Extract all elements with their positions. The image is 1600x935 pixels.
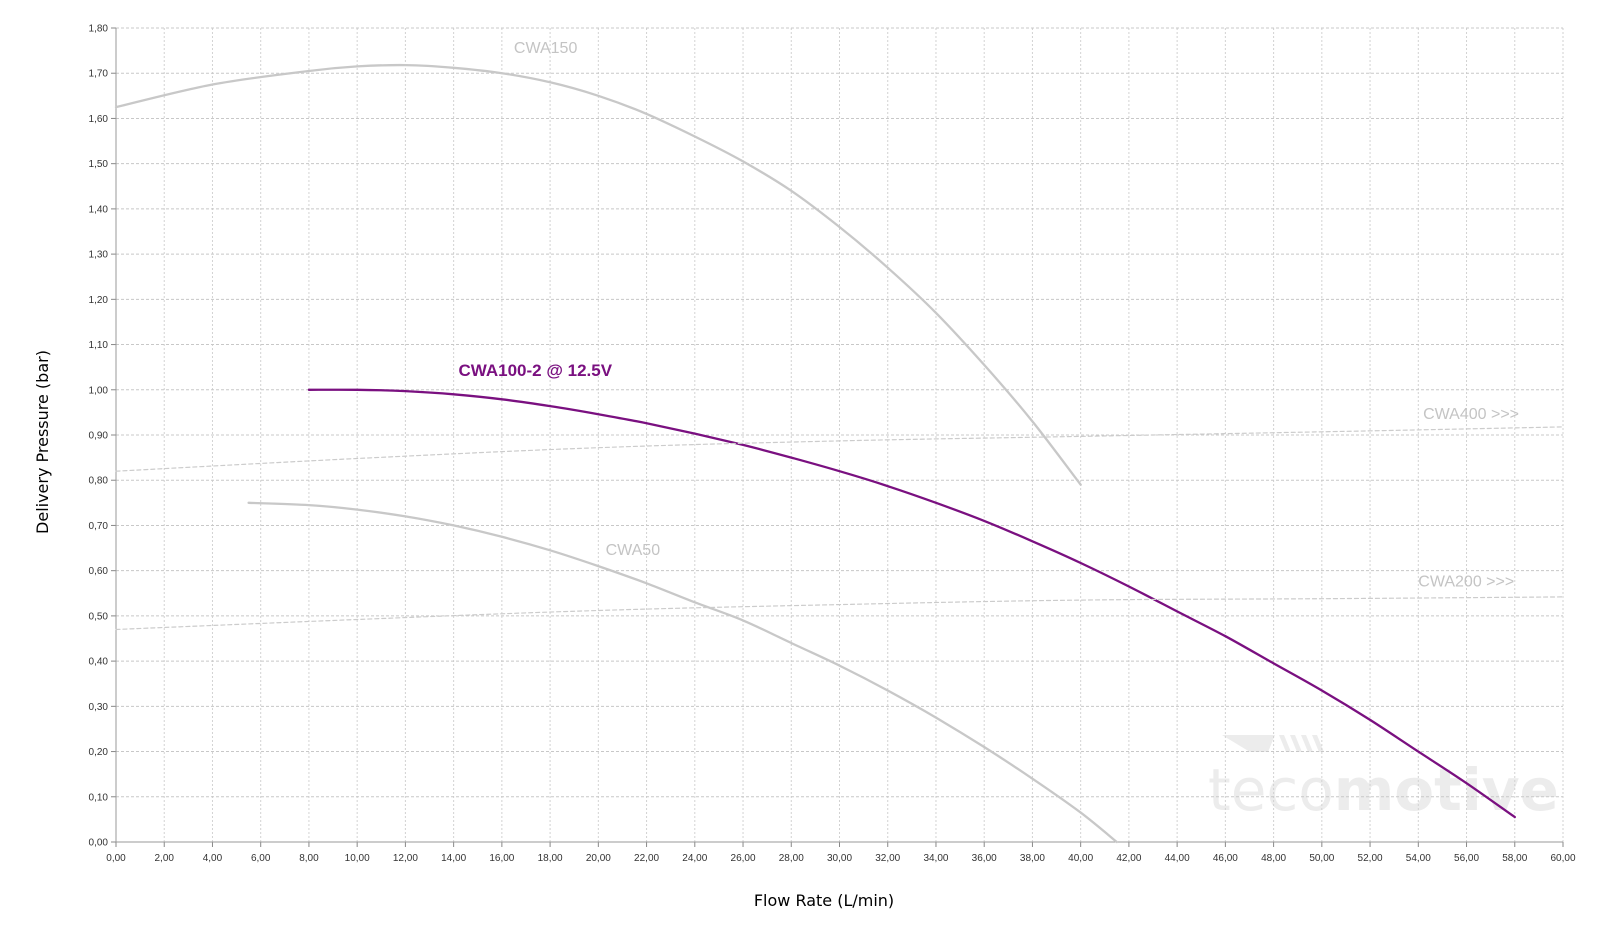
y-tick-label: 1,50 bbox=[89, 159, 109, 170]
x-tick-label: 50,00 bbox=[1309, 853, 1334, 864]
x-tick-label: 56,00 bbox=[1454, 853, 1479, 864]
y-tick-label: 0,20 bbox=[89, 747, 109, 758]
watermark-stripe-icon bbox=[1301, 735, 1313, 752]
x-tick-label: 2,00 bbox=[154, 853, 174, 864]
x-tick-label: 34,00 bbox=[923, 853, 948, 864]
watermark-stripe-icon bbox=[1312, 735, 1324, 752]
y-tick-label: 0,90 bbox=[89, 431, 109, 442]
y-tick-label: 1,70 bbox=[89, 69, 109, 80]
watermark-stripe-icon bbox=[1222, 735, 1275, 752]
watermark-text-motive: motive bbox=[1334, 756, 1559, 824]
x-tick-label: 14,00 bbox=[441, 853, 466, 864]
x-tick-label: 8,00 bbox=[299, 853, 319, 864]
series-label-cwa50: CWA50 bbox=[606, 542, 661, 559]
series-line-cwa200 bbox=[115, 596, 1564, 631]
watermark-stripe-icon bbox=[1279, 735, 1291, 752]
grid bbox=[116, 27, 1564, 842]
watermark-stripe-icon bbox=[1290, 735, 1302, 752]
x-tick-label: 58,00 bbox=[1502, 853, 1527, 864]
x-tick-label: 30,00 bbox=[827, 853, 852, 864]
x-tick-label: 44,00 bbox=[1165, 853, 1190, 864]
series-labels: CWA150 CWA100-2 @ 12.5V CWA50 CWA400 >>> CWA… bbox=[458, 40, 1519, 591]
x-tick-label: 36,00 bbox=[972, 853, 997, 864]
x-tick-label: 26,00 bbox=[731, 853, 756, 864]
watermark-text: tecomotive bbox=[1208, 756, 1559, 824]
axes: 0,00 2,00 4,00 6,00 8,00 10,00 12,00 14,00 16,00… bbox=[89, 24, 1576, 865]
x-tick-label: 0,00 bbox=[106, 853, 126, 864]
x-tick-label: 20,00 bbox=[586, 853, 611, 864]
x-tick-label: 10,00 bbox=[345, 853, 370, 864]
series-label-cwa400: CWA400 >>> bbox=[1423, 406, 1519, 423]
series-line-cwa50 bbox=[247, 501, 1118, 844]
x-tick-label: 40,00 bbox=[1068, 853, 1093, 864]
series-label-cwa100-2-12-5v: CWA100-2 @ 12.5V bbox=[458, 361, 612, 380]
x-tick-label: 6,00 bbox=[251, 853, 271, 864]
y-tick-label: 0,50 bbox=[89, 611, 109, 622]
x-tick-label: 42,00 bbox=[1116, 853, 1141, 864]
x-tick-label: 48,00 bbox=[1261, 853, 1286, 864]
x-tick-label: 32,00 bbox=[875, 853, 900, 864]
y-tick-label: 1,40 bbox=[89, 204, 109, 215]
watermark-text-teco: teco bbox=[1208, 756, 1334, 824]
x-tick-label: 22,00 bbox=[634, 853, 659, 864]
x-tick-label: 52,00 bbox=[1358, 853, 1383, 864]
x-axis-title: Flow Rate (L/min) bbox=[754, 891, 894, 910]
x-tick-label: 38,00 bbox=[1020, 853, 1045, 864]
y-tick-label: 1,80 bbox=[89, 24, 109, 35]
series bbox=[114, 63, 1564, 844]
series-line-cwa400 bbox=[115, 426, 1564, 472]
y-tick-label: 0,30 bbox=[89, 702, 109, 713]
x-tick-label: 4,00 bbox=[203, 853, 223, 864]
y-tick-label: 0,60 bbox=[89, 566, 109, 577]
y-axis-title: Delivery Pressure (bar) bbox=[33, 350, 52, 534]
y-tick-label: 0,80 bbox=[89, 476, 109, 487]
y-tick-label: 1,10 bbox=[89, 340, 109, 351]
x-tick-label: 18,00 bbox=[538, 853, 563, 864]
x-tick-label: 12,00 bbox=[393, 853, 418, 864]
y-tick-label: 1,20 bbox=[89, 295, 109, 306]
x-tick-label: 54,00 bbox=[1406, 853, 1431, 864]
x-tick-label: 28,00 bbox=[779, 853, 804, 864]
y-tick-label: 1,30 bbox=[89, 250, 109, 261]
x-tick-label: 16,00 bbox=[489, 853, 514, 864]
x-tick-label: 60,00 bbox=[1550, 853, 1575, 864]
y-tick-label: 0,10 bbox=[89, 792, 109, 803]
series-line-cwa150 bbox=[114, 63, 1082, 486]
y-tick-label: 0,40 bbox=[89, 657, 109, 668]
series-label-cwa200: CWA200 >>> bbox=[1418, 573, 1514, 590]
y-tick-label: 1,60 bbox=[89, 114, 109, 125]
watermark-logo: tecomotive bbox=[1208, 735, 1559, 824]
series-label-cwa150: CWA150 bbox=[514, 40, 578, 57]
y-tick-label: 0,70 bbox=[89, 521, 109, 532]
y-tick-label: 0,00 bbox=[89, 838, 109, 849]
series-line-cwa100-2-12-5v bbox=[307, 388, 1516, 819]
x-tick-label: 24,00 bbox=[682, 853, 707, 864]
x-tick-label: 46,00 bbox=[1213, 853, 1238, 864]
y-tick-label: 1,00 bbox=[89, 385, 109, 396]
